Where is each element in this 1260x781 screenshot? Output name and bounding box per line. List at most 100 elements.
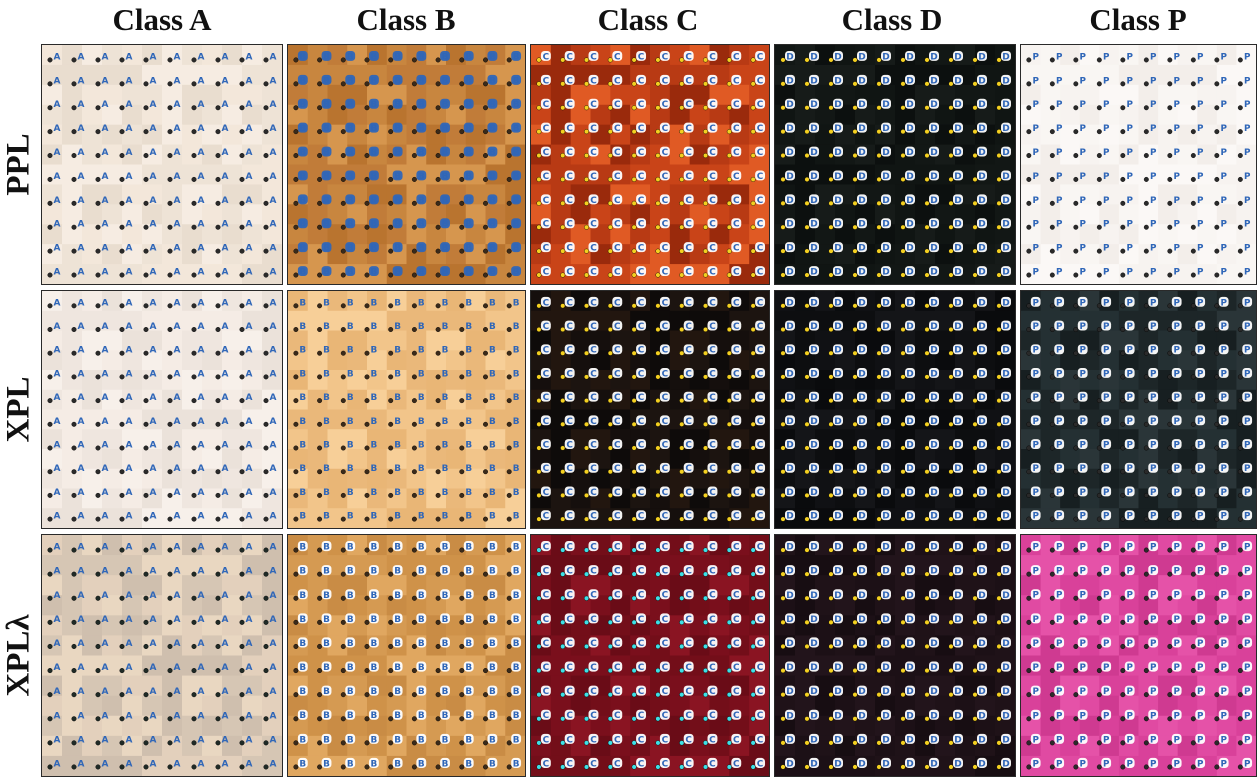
svg-text:B: B (394, 244, 401, 254)
svg-text:C: C (662, 172, 669, 182)
svg-text:B: B (513, 148, 520, 158)
annotation-marker: C (584, 296, 599, 308)
svg-text:B: B (513, 172, 520, 182)
svg-text:P: P (1150, 148, 1157, 158)
annotation-marker: D (876, 510, 891, 522)
annotation-marker: A (95, 441, 109, 450)
svg-text:B: B (371, 417, 378, 427)
annotation-marker: C (584, 439, 599, 451)
svg-text:C: C (733, 196, 740, 206)
annotation-marker: C (607, 565, 623, 577)
svg-text:A: A (126, 464, 133, 474)
svg-text:B: B (513, 220, 520, 230)
annotation-marker: B (340, 369, 354, 379)
annotation-marker: D (828, 637, 843, 649)
annotation-marker: D (924, 122, 939, 134)
svg-text:D: D (978, 124, 985, 134)
svg-text:A: A (270, 124, 277, 134)
svg-text:C: C (590, 488, 597, 498)
svg-text:C: C (543, 441, 550, 451)
annotation-marker: B (293, 393, 306, 403)
annotation-marker: A (167, 417, 181, 427)
annotation-marker: P (1096, 462, 1112, 474)
annotation-marker: P (1237, 613, 1253, 625)
annotation-marker: B (293, 512, 306, 522)
annotation-marker: C (703, 589, 718, 601)
annotation-marker: D (900, 194, 915, 206)
annotation-marker: P (1096, 541, 1112, 553)
svg-text:D: D (882, 100, 889, 110)
annotation-marker: A (143, 615, 157, 625)
annotation-marker: B (293, 464, 306, 474)
svg-text:D: D (858, 322, 865, 332)
annotation-marker: A (71, 711, 85, 722)
annotation-marker: P (1167, 52, 1180, 62)
annotation-marker: P (1120, 368, 1135, 379)
annotation-marker: C (584, 685, 599, 697)
annotation-marker: B (388, 685, 403, 697)
annotation-marker: D (972, 98, 987, 110)
svg-text:A: A (126, 244, 133, 254)
annotation-marker: A (191, 196, 205, 206)
annotation-marker: A (71, 639, 85, 649)
annotation-marker: C (631, 637, 647, 649)
annotation-marker: D (996, 685, 1011, 698)
svg-text:P: P (1150, 100, 1157, 110)
svg-text:A: A (102, 268, 109, 278)
svg-text:B: B (418, 441, 425, 451)
annotation-marker: D (876, 439, 891, 450)
annotation-marker: P (1026, 320, 1041, 332)
svg-text:B: B (371, 52, 378, 62)
svg-text:C: C (757, 322, 764, 332)
annotation-marker: B (340, 50, 356, 62)
annotation-marker: D (996, 589, 1011, 601)
svg-text:B: B (347, 196, 354, 206)
annotation-marker: P (1143, 510, 1159, 522)
annotation-marker: A (47, 220, 61, 230)
annotation-marker: A (119, 196, 133, 206)
svg-text:D: D (906, 298, 913, 308)
annotation-marker: D (996, 296, 1011, 308)
svg-text:C: C (733, 268, 740, 278)
svg-text:C: C (662, 512, 669, 522)
annotation-marker: P (1237, 320, 1253, 332)
annotation-marker: B (506, 242, 522, 254)
svg-text:B: B (465, 346, 472, 356)
svg-text:A: A (270, 346, 277, 356)
annotation-marker: C (536, 344, 551, 356)
svg-text:C: C (757, 172, 764, 182)
annotation-marker: A (167, 441, 181, 450)
row-label-xpl: XPL (0, 290, 38, 529)
annotation-marker: A (263, 512, 277, 522)
annotation-marker: D (804, 661, 819, 674)
annotation-marker: B (483, 441, 496, 451)
svg-text:A: A (198, 76, 205, 86)
svg-text:D: D (906, 268, 913, 278)
annotation-marker: D (924, 344, 939, 356)
annotation-marker: A (47, 759, 61, 770)
svg-text:C: C (566, 464, 573, 474)
annotation-marker: A (215, 663, 229, 674)
svg-text:C: C (662, 196, 669, 206)
annotation-marker: D (948, 296, 963, 308)
annotation-marker: B (364, 613, 379, 625)
svg-text:B: B (394, 172, 401, 182)
svg-text:B: B (394, 322, 401, 332)
svg-text:B: B (394, 512, 401, 522)
annotation-marker: C (584, 242, 599, 254)
annotation-marker: D (972, 391, 987, 403)
annotation-marker: C (536, 146, 551, 158)
svg-text:P: P (1126, 148, 1133, 158)
annotation-marker: D (900, 146, 915, 158)
svg-text:A: A (222, 124, 229, 134)
annotation-marker: D (780, 146, 795, 158)
annotation-marker: C (703, 391, 718, 403)
svg-text:D: D (810, 393, 817, 403)
annotation-marker: P (1214, 148, 1227, 158)
svg-text:B: B (371, 172, 378, 182)
annotation-marker: C (607, 661, 623, 673)
annotation-marker: D (852, 146, 867, 158)
annotation-marker: P (1073, 637, 1088, 649)
svg-text:D: D (882, 124, 889, 134)
annotation-marker: B (411, 512, 425, 522)
